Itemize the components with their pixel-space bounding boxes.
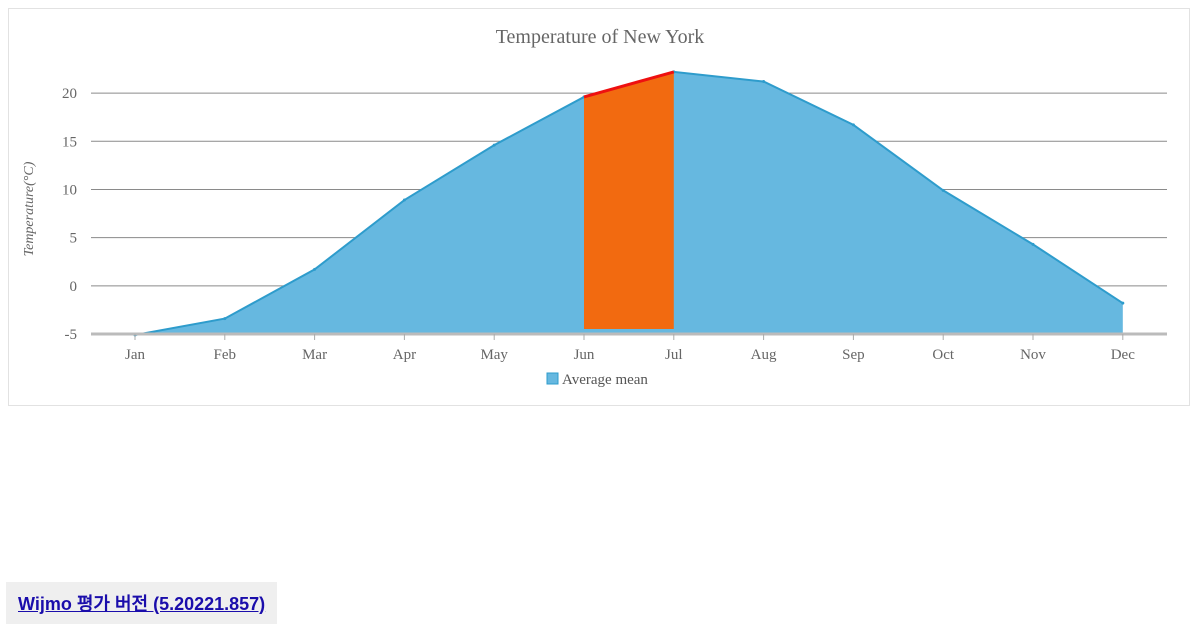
highlight-layer: [583, 70, 675, 330]
chart-title: Temperature of New York: [496, 26, 705, 48]
data-point: [313, 267, 317, 271]
y-tick-label: 0: [70, 279, 78, 295]
highlight-line: [583, 70, 675, 99]
highlight-area: [584, 71, 674, 330]
evaluation-version-link[interactable]: Wijmo 평가 버전 (5.20221.857): [18, 594, 266, 614]
x-tick-label: Aug: [751, 347, 777, 363]
data-point: [492, 143, 496, 147]
y-tick-label: -5: [65, 327, 78, 343]
legend[interactable]: Average mean: [546, 372, 648, 388]
x-tick-label: May: [480, 347, 508, 363]
data-point: [1031, 242, 1035, 246]
y-tick-label: 5: [70, 231, 78, 247]
data-point: [851, 123, 855, 127]
y-tick-label: 10: [62, 182, 77, 198]
axes: -5 0 5 10 15 20 Jan Feb Mar Apr May Jun Jul Aug Sep Oct…: [62, 86, 1167, 363]
y-tick-label: 20: [62, 86, 77, 102]
data-point: [1121, 301, 1125, 305]
data-point: [762, 80, 766, 84]
x-tick-label: Mar: [302, 347, 327, 363]
legend-label: Average mean: [562, 372, 648, 388]
y-tick-label: 15: [62, 134, 77, 150]
area-chart: Temperature of New York Temperature(°C) …: [22, 26, 1167, 388]
y-axis-label: Temperature(°C): [22, 161, 37, 256]
data-point: [941, 188, 945, 192]
x-tick-label: Feb: [214, 347, 237, 363]
x-tick-label: Nov: [1020, 347, 1046, 363]
x-tick-label: Jul: [665, 347, 683, 363]
x-tick-label: Jan: [125, 347, 145, 363]
x-tick-label: Sep: [842, 347, 865, 363]
data-point: [223, 317, 227, 321]
legend-swatch: [546, 372, 559, 385]
x-tick-label: Dec: [1111, 347, 1135, 363]
x-tick-label: Apr: [393, 347, 416, 363]
chart-container: Temperature of New York Temperature(°C) …: [8, 8, 1190, 406]
evaluation-badge: Wijmo 평가 버전 (5.20221.857): [6, 582, 278, 624]
data-point: [402, 198, 406, 202]
x-tick-label: Jun: [574, 347, 595, 363]
x-tick-label: Oct: [932, 347, 954, 363]
